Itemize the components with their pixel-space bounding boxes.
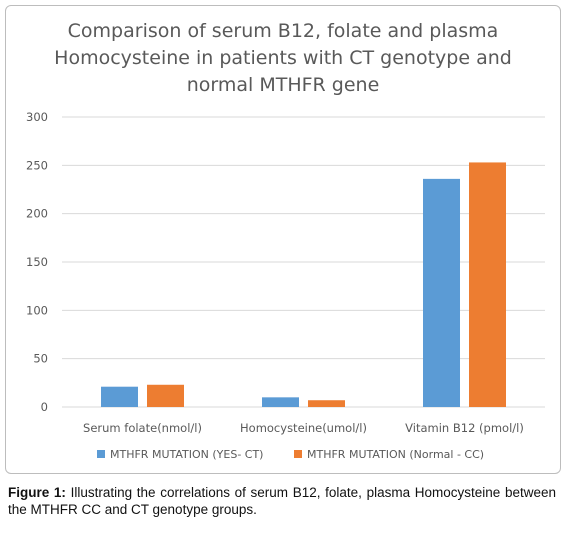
- legend-swatch: [294, 450, 302, 458]
- bars: [101, 162, 506, 407]
- chart-title-line-2: Homocysteine in patients with CT genotyp…: [54, 47, 512, 69]
- legend-swatch: [97, 450, 105, 458]
- x-axis-categories: Serum folate(nmol/l) Homocysteine(umol/l)…: [83, 421, 524, 435]
- y-tick-label: 250: [26, 158, 48, 172]
- bar-ct-0: [101, 386, 138, 407]
- y-tick-label: 300: [26, 110, 48, 124]
- y-tick-label: 150: [26, 255, 48, 269]
- bar-cc-1: [308, 400, 345, 407]
- bar-ct-2: [423, 178, 460, 407]
- bar-cc-2: [469, 162, 506, 407]
- legend-label: MTHFR MUTATION (YES- CT): [110, 448, 263, 461]
- gridlines: [62, 116, 545, 408]
- caption-text: Illustrating the correlations of serum B…: [8, 485, 556, 517]
- chart-title: Comparison of serum B12, folate and plas…: [54, 20, 512, 96]
- y-tick-label: 50: [33, 352, 48, 366]
- legend-label: MTHFR MUTATION (Normal - CC): [307, 448, 484, 461]
- x-category-label: Homocysteine(umol/l): [240, 421, 367, 435]
- bar-ct-1: [262, 397, 299, 407]
- y-tick-label: 0: [41, 400, 48, 414]
- x-category-label: Serum folate(nmol/l): [83, 421, 202, 435]
- bar-chart: Comparison of serum B12, folate and plas…: [26, 20, 545, 461]
- chart-title-line-1: Comparison of serum B12, folate and plas…: [68, 20, 499, 42]
- chart-frame: [5, 5, 561, 474]
- y-tick-label: 200: [26, 207, 48, 221]
- legend: MTHFR MUTATION (YES- CT) MTHFR MUTATION (…: [97, 448, 484, 461]
- bar-cc-0: [147, 384, 184, 407]
- y-tick-label: 100: [26, 303, 48, 317]
- figure-caption: Figure 1: Illustrating the correlations …: [8, 484, 556, 518]
- y-axis-ticks: 0 50 100 150 200 250 300: [26, 110, 48, 414]
- x-category-label: Vitamin B12 (pmol/l): [405, 421, 524, 435]
- caption-label: Figure 1:: [8, 485, 66, 500]
- chart-title-line-3: normal MTHFR gene: [187, 74, 380, 96]
